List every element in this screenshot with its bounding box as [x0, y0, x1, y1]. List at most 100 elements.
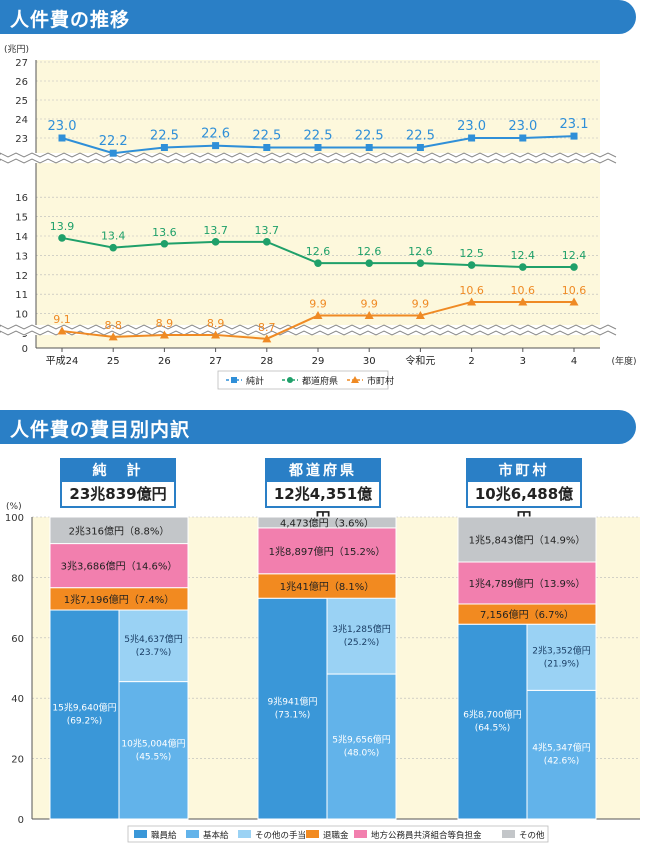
- data-label: 13.7: [203, 224, 228, 237]
- series-point: [314, 144, 322, 151]
- legend: 職員給 基本給 その他の手当 退職金 地方公務員共済組合等負担金 その他: [127, 825, 549, 843]
- series-point: [109, 149, 117, 157]
- y-tick-label: 27: [15, 58, 28, 69]
- segment-label: (73.1%): [275, 711, 311, 721]
- segment-label: 4,473億円（3.6%）: [280, 516, 374, 529]
- segment-label: 1兆41億円（8.1%）: [280, 580, 375, 593]
- legend-swatch: [306, 830, 319, 838]
- bar-segment-pension: [257, 527, 397, 575]
- legend: 純計 都道府県 市町村: [217, 370, 394, 390]
- breakdown-stacked-bar-chart: 0 20 40 60 80 100(%) 15兆9,640億円 (69.2%) 10兆5,004…: [5, 502, 640, 843]
- series-point: [263, 144, 271, 151]
- x-tick-label: 25: [107, 356, 120, 367]
- y-tick-label: 11: [15, 290, 28, 301]
- group-name: 都道府県: [267, 460, 379, 482]
- segment-label: 10兆5,004億円: [121, 737, 185, 749]
- segment-label: 5兆4,637億円: [124, 633, 183, 645]
- series-point: [519, 263, 527, 271]
- series-point: [468, 134, 476, 142]
- y-tick-label: 26: [15, 77, 28, 88]
- x-unit-label: (年度): [611, 355, 636, 367]
- bar-segment-other: [457, 516, 597, 563]
- segment-label: 1兆4,789億円（13.9%）: [469, 577, 586, 590]
- x-tick-label: 29: [312, 356, 325, 367]
- data-label: 12.4: [562, 249, 587, 262]
- axis-break-lower-line-a: [0, 324, 617, 330]
- y-tick-label: 20: [11, 755, 24, 766]
- data-label: 23.0: [508, 119, 537, 134]
- legend-label: その他: [519, 830, 545, 841]
- y-tick-label: 10: [15, 310, 28, 321]
- segment-label: (69.2%): [67, 717, 103, 727]
- legend-label: 基本給: [203, 830, 229, 841]
- axis-break-lower-gap: [0, 325, 620, 335]
- legend-label: その他の手当: [255, 830, 306, 841]
- legend-label: 退職金: [323, 830, 349, 841]
- series-point: [570, 263, 578, 271]
- segment-label: (21.9%): [544, 659, 580, 669]
- y-tick-label: 24: [15, 115, 28, 126]
- legend-label: 市町村: [367, 375, 394, 387]
- x-tick-label: 3: [520, 356, 526, 367]
- data-label: 8.9: [156, 317, 174, 330]
- trend-section-title: 人件費の推移: [10, 9, 131, 31]
- series-point: [263, 238, 271, 246]
- segment-label: 5兆9,656億円: [332, 734, 391, 746]
- y-tick-label: 60: [11, 634, 24, 645]
- series-point: [467, 261, 476, 269]
- legend-label: 地方公務員共済組合等負担金: [371, 830, 482, 841]
- data-label: 13.6: [152, 226, 177, 239]
- group-total-box: 純 計 23兆839億円: [60, 458, 176, 508]
- series-point: [519, 134, 527, 142]
- y-tick-label: 100: [5, 513, 24, 524]
- data-label: 9.9: [412, 298, 430, 311]
- y-tick-label: 12: [15, 271, 28, 282]
- legend-label: 都道府県: [302, 375, 338, 387]
- data-label: 12.6: [357, 245, 382, 258]
- series-point: [364, 311, 374, 320]
- series-point: [160, 144, 168, 151]
- series-point: [416, 144, 424, 151]
- y-unit-label: (兆円): [4, 44, 29, 55]
- x-tick-label: 2: [468, 356, 474, 367]
- legend-swatch-marker: [231, 377, 237, 383]
- legend-box: [217, 370, 389, 390]
- bar-segment-salary-staff: [49, 609, 120, 820]
- segment-label: (42.6%): [544, 757, 580, 767]
- series-point: [415, 311, 425, 320]
- data-label: 8.8: [104, 319, 122, 332]
- series-point: [467, 297, 477, 306]
- x-tick-label: 30: [363, 356, 376, 367]
- segment-label: 1兆8,897億円（15.2%）: [269, 545, 386, 558]
- series-point: [159, 330, 169, 339]
- bar-segment-other: [257, 516, 397, 529]
- y-tick-label: 16: [15, 193, 28, 204]
- bar-segment-pension: [457, 561, 597, 605]
- y-tick-label: 80: [11, 573, 24, 584]
- axis-break-upper-gap: [0, 153, 620, 163]
- data-label: 8.9: [207, 317, 225, 330]
- segment-label: (23.7%): [136, 648, 172, 658]
- bar-segment-base-salary: [118, 681, 189, 820]
- y-tick-label: 14: [15, 232, 28, 243]
- x-tick-label: 4: [571, 356, 577, 367]
- data-label: 12.6: [408, 245, 433, 258]
- data-label: 13.9: [50, 220, 75, 233]
- y-tick-label: 0: [22, 344, 28, 355]
- segment-label: (25.2%): [344, 638, 380, 648]
- legend-box: [127, 825, 549, 843]
- segment-label: 3兆3,686億円（14.6%）: [61, 560, 178, 573]
- series-point: [262, 334, 272, 343]
- series-point: [313, 311, 323, 320]
- series-point: [314, 259, 322, 267]
- segment-label: 15兆9,640億円: [52, 702, 116, 714]
- bar-segment-allowance: [118, 609, 189, 683]
- legend-swatch: [186, 830, 199, 838]
- data-label: 10.6: [459, 284, 484, 297]
- data-label: 22.5: [304, 129, 333, 144]
- bar-segment-base-salary: [526, 689, 597, 820]
- trend-section-header: 人件費の推移: [0, 0, 650, 34]
- y-tick-label: 25: [15, 96, 28, 107]
- series-point: [570, 132, 578, 140]
- series-point: [365, 144, 373, 151]
